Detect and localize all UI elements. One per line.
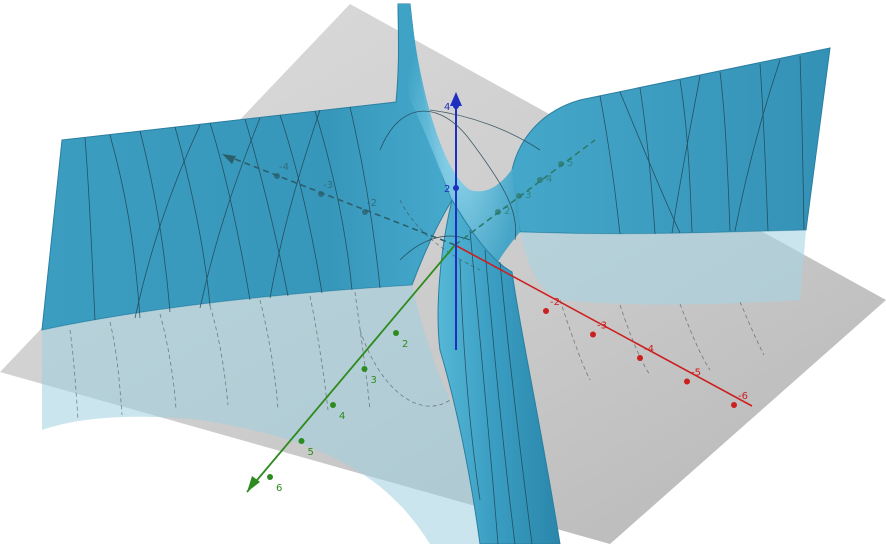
- y-axis-positive: [246, 244, 456, 493]
- z-axis: [450, 92, 462, 350]
- ticks-y-pos-mark-2: [330, 402, 336, 408]
- ticks-y-pos-mark-3: [298, 438, 305, 444]
- surface-saddle-neck: [398, 4, 520, 300]
- ticks-y-pos-mark-1: [361, 366, 368, 372]
- x-axis-negative: [454, 244, 753, 407]
- ticks-x-neg-label-0: -2: [550, 297, 560, 308]
- x-axis-ticks: -2 -3 -4 -5 -6: [543, 297, 748, 408]
- x-positive-axis-ticks: 2 3 4 5: [495, 158, 573, 217]
- ticks-x-pos-label-3: 5: [567, 158, 573, 169]
- ticks-x-pos-label-2: 4: [546, 174, 552, 185]
- ticks-x-neg-mark-4: [731, 402, 737, 408]
- ticks-y-pos-label-0: 2: [402, 339, 408, 350]
- ticks-x-neg-label-1: -3: [597, 321, 607, 332]
- ticks-z-label-0: 2: [444, 184, 450, 195]
- ticks-y-pos-mark-4: [267, 474, 273, 480]
- surface-mesh: [84, 55, 805, 544]
- ticks-x-pos-mark-2: [537, 177, 543, 183]
- ticks-y-neg-mark-0: [362, 209, 368, 215]
- ticks-x-neg-mark-2: [637, 355, 643, 361]
- ticks-z-mark-0: [453, 185, 459, 191]
- ticks-z-label-1: 4: [444, 102, 450, 113]
- x-axis-positive: [454, 139, 596, 246]
- ticks-x-neg-label-3: -5: [691, 368, 701, 379]
- ticks-y-neg-mark-1: [318, 191, 324, 197]
- ticks-y-neg-label-0: -2: [367, 198, 377, 209]
- ticks-y-neg-mark-2: [274, 173, 280, 179]
- ticks-x-neg-mark-0: [543, 308, 549, 314]
- ticks-y-pos-label-2: 4: [339, 411, 345, 422]
- surface-left-sheet: [41, 3, 482, 544]
- ticks-y-pos-label-4: 6: [276, 483, 282, 494]
- surface-front-wedge: [437, 198, 561, 544]
- hidden-curves: [69, 199, 765, 421]
- ticks-y-pos-label-1: 3: [371, 375, 377, 386]
- z-axis-ticks: 24: [444, 102, 459, 195]
- ticks-x-pos-label-1: 3: [525, 190, 531, 201]
- y-axis-ticks: 2 3 4 5 6: [267, 330, 408, 494]
- ticks-z-mark-1: [453, 103, 459, 109]
- ticks-y-neg-label-2: -4: [279, 162, 289, 173]
- ticks-x-pos-mark-3: [558, 161, 564, 167]
- surface-right-sheet: [511, 47, 831, 305]
- ticks-x-neg-mark-3: [684, 378, 690, 385]
- ticks-x-neg-mark-1: [590, 331, 596, 338]
- y-negative-axis-ticks: -2 -3 -4: [274, 162, 377, 215]
- y-axis-negative: [221, 153, 456, 246]
- ticks-x-neg-label-2: -4: [644, 344, 654, 355]
- ticks-y-neg-label-1: -3: [323, 180, 333, 191]
- ticks-y-pos-label-3: 5: [308, 447, 314, 458]
- ticks-x-neg-label-4: -6: [738, 391, 748, 402]
- ticks-x-pos-mark-1: [516, 193, 522, 199]
- ticks-x-pos-mark-0: [495, 209, 501, 215]
- ticks-y-pos-mark-0: [393, 330, 399, 336]
- ticks-x-pos-label-0: 2: [504, 206, 510, 217]
